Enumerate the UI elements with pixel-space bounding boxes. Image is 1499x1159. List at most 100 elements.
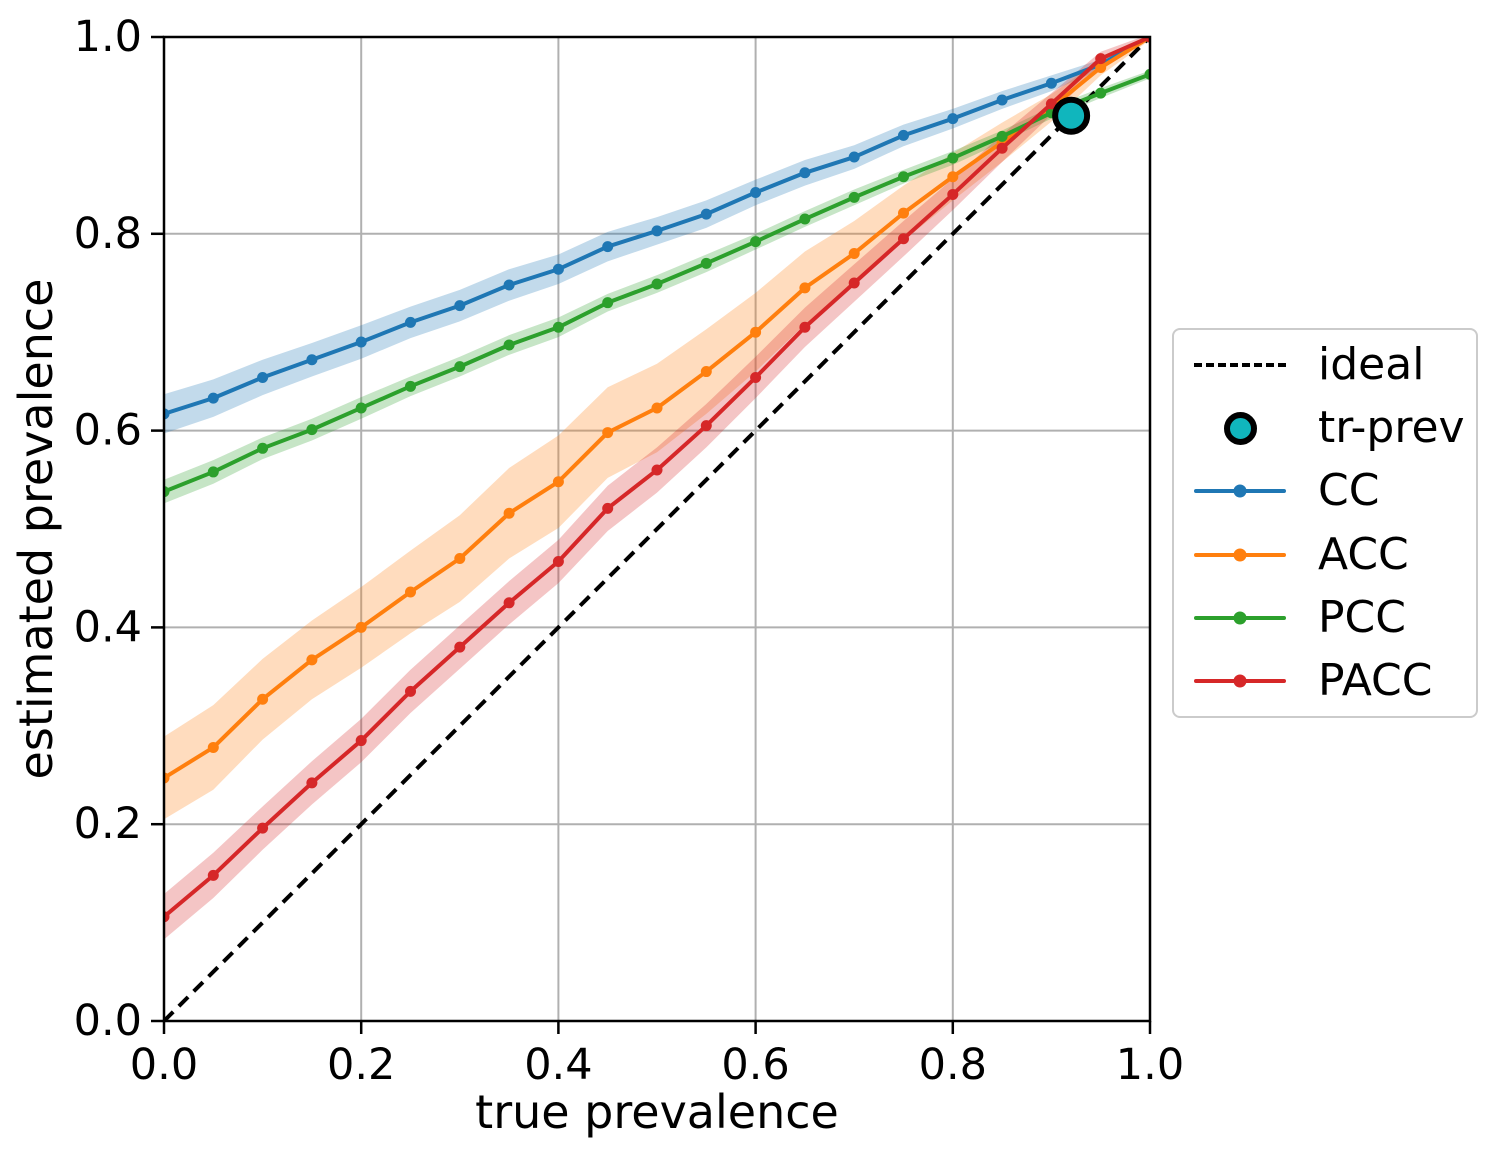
series-marker-pcc <box>848 191 860 203</box>
y-tick-label: 1.0 <box>74 12 142 62</box>
series-marker-pcc <box>651 278 663 290</box>
series-marker-pacc <box>306 777 318 789</box>
x-axis-label: true prevalence <box>475 1085 839 1139</box>
series-marker-pacc <box>799 321 811 333</box>
series-marker-pacc <box>257 822 269 834</box>
series-marker-cc <box>651 225 663 237</box>
y-tick-label: 0.6 <box>74 406 142 456</box>
tr-prev-marker <box>1052 96 1091 135</box>
legend-item-cc: CC <box>1174 461 1476 521</box>
series-marker-pcc <box>552 321 564 333</box>
pacc-marker-sample <box>1233 674 1247 688</box>
series-marker-pcc <box>306 424 318 436</box>
series-marker-pacc <box>355 735 367 747</box>
series-marker-acc <box>207 741 219 753</box>
confidence-bands <box>164 37 1150 940</box>
legend-item-pacc: PACC <box>1174 651 1476 711</box>
series-marker-acc <box>503 507 515 519</box>
x-tick-label: 0.4 <box>524 1040 592 1090</box>
series-marker-pcc <box>207 466 219 478</box>
series-marker-acc <box>355 621 367 633</box>
acc-marker-sample <box>1233 548 1247 562</box>
series-marker-pacc <box>552 555 564 567</box>
axes-spines <box>162 35 1152 1023</box>
series-marker-pacc <box>405 685 416 697</box>
pacc-glyph-box <box>1188 674 1292 688</box>
series-marker-pcc <box>454 361 466 373</box>
series-pacc <box>164 37 1150 923</box>
series-marker-pcc <box>1144 68 1150 80</box>
acc-glyph-box <box>1188 548 1292 562</box>
series-marker-cc <box>503 279 515 291</box>
series-marker-pacc <box>503 597 515 609</box>
series-marker-pcc <box>602 297 614 309</box>
tr-prev-glyph-box <box>1188 411 1292 445</box>
series-marker-pacc <box>700 420 712 432</box>
cc-line-sample <box>1194 484 1286 498</box>
legend-label-pcc: PCC <box>1318 591 1406 643</box>
series-marker-acc <box>848 247 860 259</box>
series-marker-cc <box>207 392 219 404</box>
acc-line-sample <box>1194 548 1286 562</box>
legend: ideal tr-prev CC ACC <box>1172 328 1478 718</box>
series-marker-pcc <box>257 442 269 454</box>
series-marker-acc <box>257 693 269 705</box>
series-marker-cc <box>552 263 564 275</box>
series-marker-pacc <box>1045 98 1057 110</box>
series-marker-pacc <box>848 277 860 289</box>
ideal-dashed-line-sample <box>1194 363 1286 368</box>
series-marker-cc <box>355 336 367 348</box>
series-marker-pacc <box>651 464 663 476</box>
series-marker-pacc <box>1144 37 1150 43</box>
x-tick-label: 0.6 <box>721 1040 789 1090</box>
series-marker-pcc <box>898 171 909 183</box>
legend-item-acc: ACC <box>1174 525 1476 585</box>
series-marker-cc <box>700 208 712 220</box>
series-marker-pcc <box>750 236 762 248</box>
y-tick-label: 0.0 <box>74 996 142 1046</box>
series-marker-acc <box>164 772 170 784</box>
series-marker-acc <box>898 207 909 219</box>
series-marker-pcc <box>164 486 170 498</box>
series-marker-pacc <box>898 233 909 245</box>
y-tick-label: 0.2 <box>74 799 142 849</box>
series-marker-acc <box>700 366 712 378</box>
legend-label-cc: CC <box>1318 465 1380 517</box>
legend-label-tr-prev: tr-prev <box>1318 402 1465 454</box>
ideal-line <box>164 37 1150 1021</box>
series-marker-pacc <box>207 869 219 881</box>
series-marker-cc <box>947 113 959 125</box>
series-marker-cc <box>164 408 170 420</box>
series-marker-acc <box>602 427 614 439</box>
series-marker-cc <box>602 241 614 253</box>
y-axis-label: estimated prevalence <box>9 279 63 780</box>
ideal-glyph-box <box>1188 363 1292 368</box>
legend-item-tr-prev: tr-prev <box>1174 398 1476 458</box>
series-marker-acc <box>750 326 762 338</box>
series-marker-acc <box>454 553 466 565</box>
series-marker-acc <box>306 654 318 666</box>
series-marker-acc <box>405 586 416 598</box>
x-tick-label: 0.8 <box>919 1040 987 1090</box>
series-marker-pacc <box>454 641 466 653</box>
series-marker-pacc <box>750 371 762 383</box>
series-marker-cc <box>405 316 416 328</box>
legend-item-pcc: PCC <box>1174 588 1476 648</box>
pacc-line-sample <box>1194 674 1286 688</box>
band-pacc <box>164 37 1150 940</box>
series-marker-pcc <box>799 213 811 225</box>
series-marker-cc <box>454 300 466 312</box>
legend-item-ideal: ideal <box>1174 335 1476 395</box>
series-cc <box>164 37 1150 420</box>
series-marker-pcc <box>355 402 367 414</box>
legend-label-ideal: ideal <box>1318 339 1425 391</box>
series-marker-acc <box>947 171 959 183</box>
legend-label-acc: ACC <box>1318 528 1409 580</box>
series-marker-acc <box>799 282 811 294</box>
series-marker-acc <box>651 402 663 414</box>
series-marker-cc <box>306 354 318 366</box>
series-marker-cc <box>750 186 762 198</box>
band-acc <box>164 37 1150 820</box>
series-marker-pcc <box>405 380 416 392</box>
